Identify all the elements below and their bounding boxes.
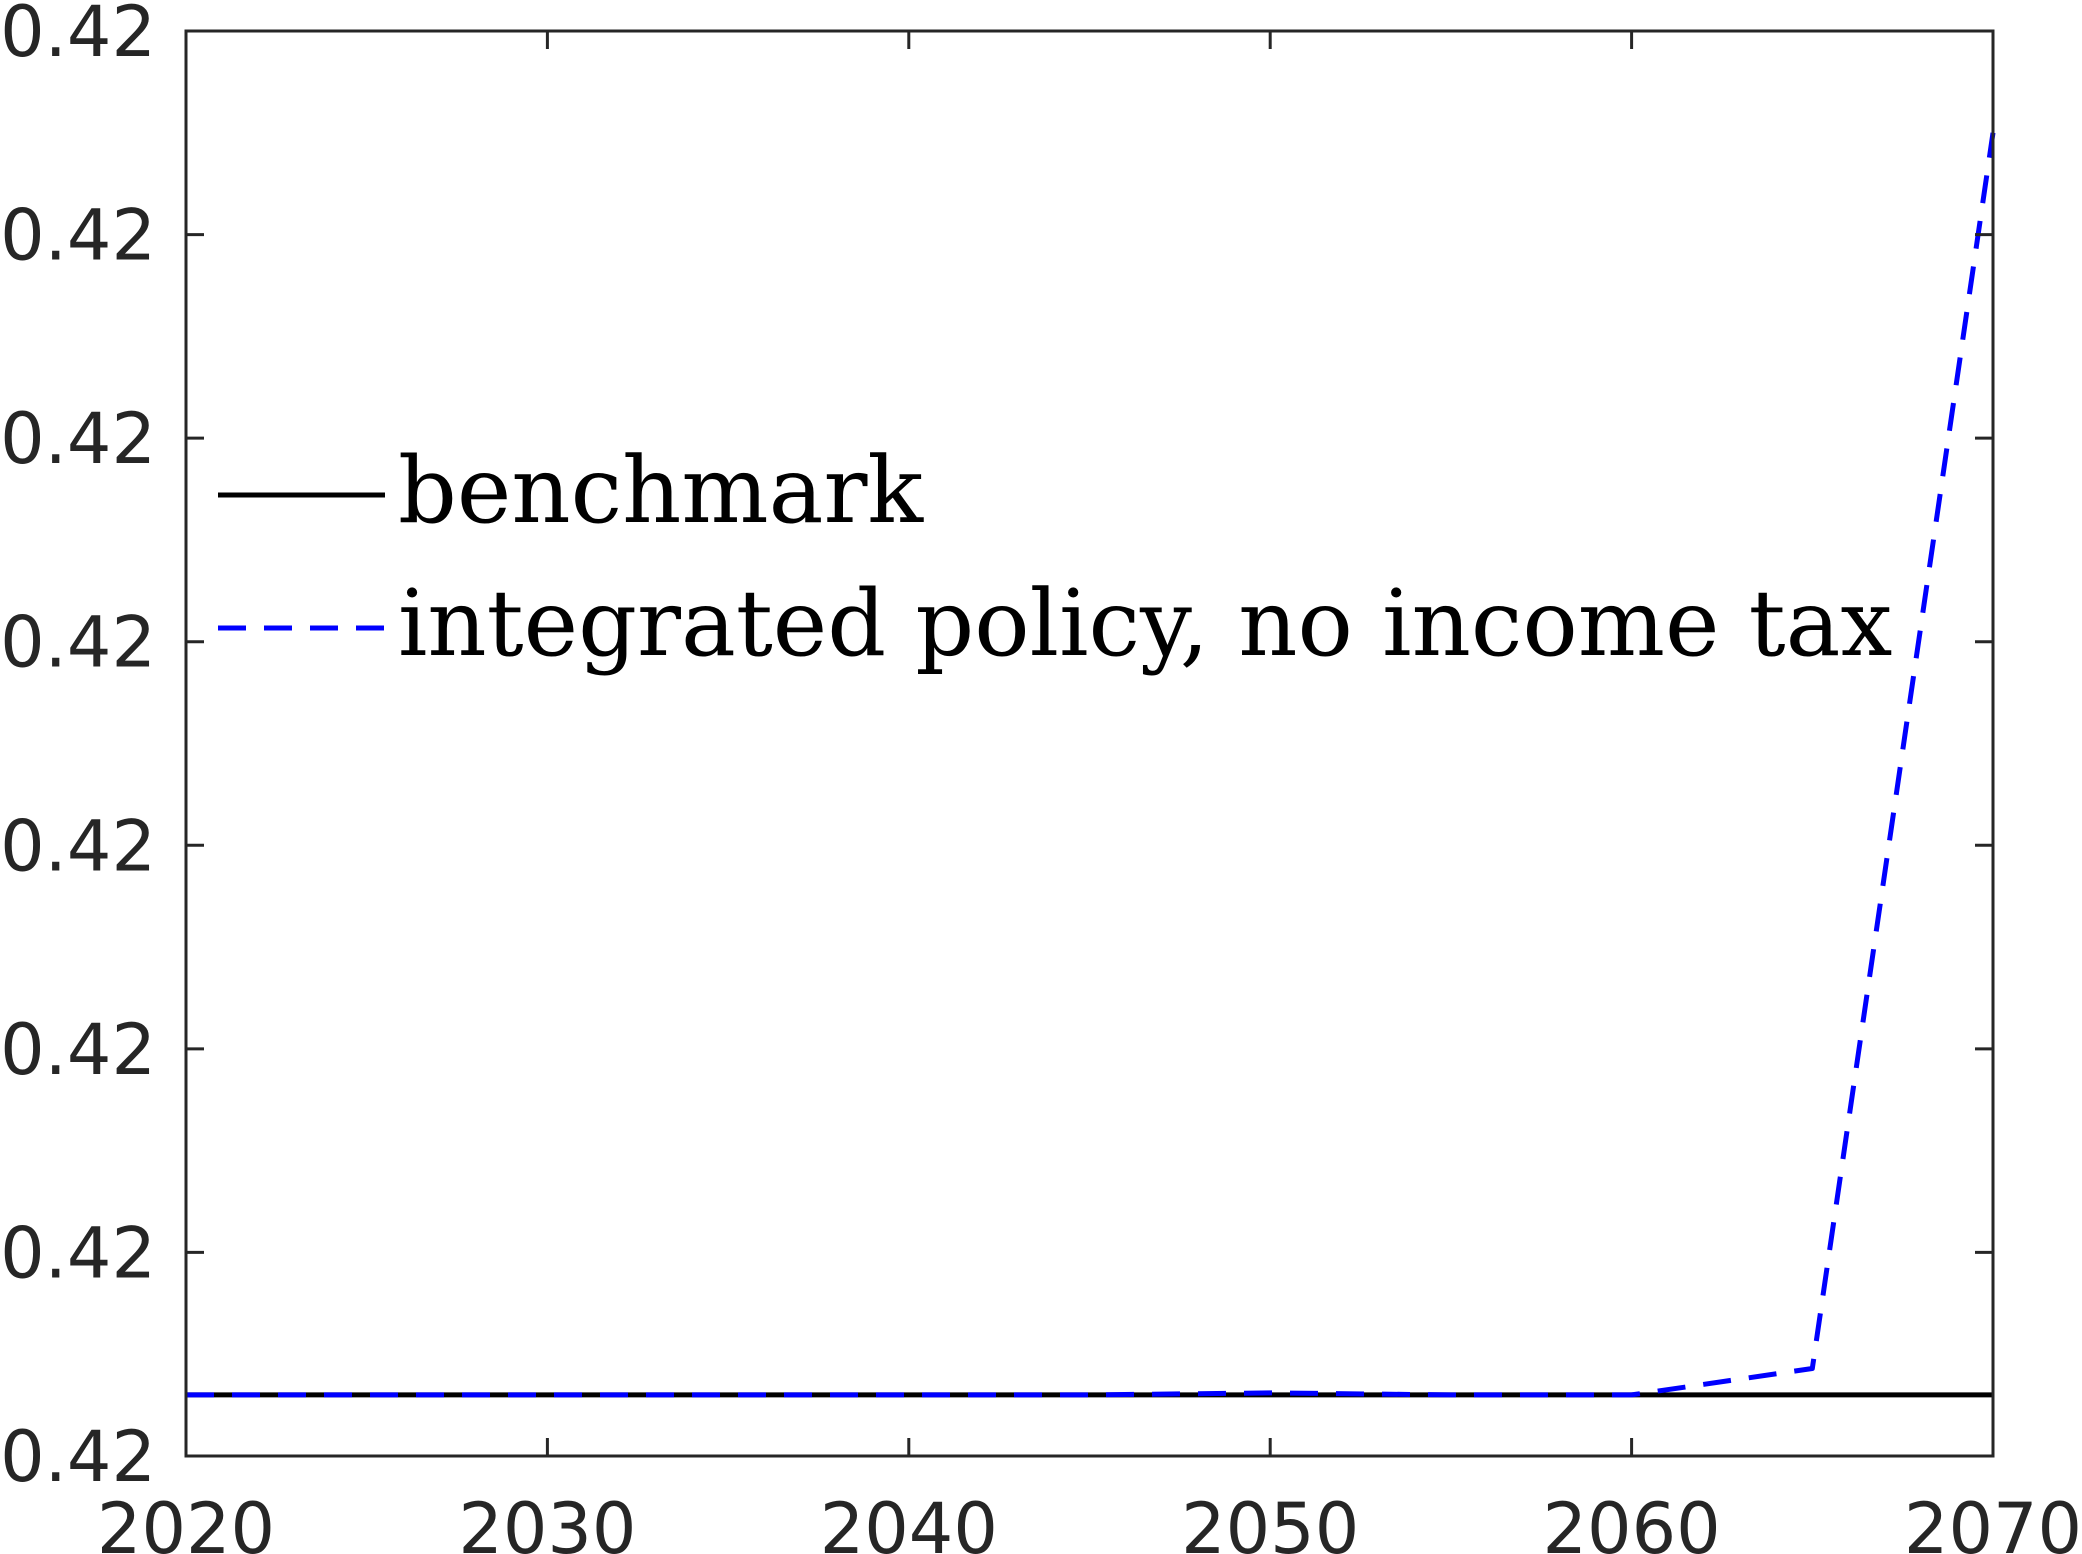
y-tick-label: 0.42 bbox=[0, 398, 156, 480]
y-tick-label: 0.42 bbox=[0, 1416, 156, 1498]
x-tick-label: 2030 bbox=[458, 1488, 636, 1554]
legend: benchmark integrated policy, no income ta… bbox=[218, 437, 1892, 677]
y-tick-label: 0.42 bbox=[0, 602, 156, 684]
x-tick-label: 2050 bbox=[1181, 1488, 1359, 1554]
y-tick-label: 0.42 bbox=[0, 1009, 156, 1091]
x-tick-label: 2040 bbox=[820, 1488, 998, 1554]
y-tick-label: 0.42 bbox=[0, 805, 156, 887]
y-tick-label: 0.42 bbox=[0, 1212, 156, 1294]
x-tick-label: 2020 bbox=[97, 1488, 275, 1554]
x-tick-label: 2070 bbox=[1904, 1488, 2082, 1554]
y-tick-label: 0.42 bbox=[0, 0, 156, 73]
legend-label-integrated-policy: integrated policy, no income tax bbox=[398, 570, 1892, 677]
x-tick-label: 2060 bbox=[1543, 1488, 1721, 1554]
legend-label-benchmark: benchmark bbox=[398, 437, 924, 544]
series-line-integrated-policy bbox=[186, 132, 1996, 1398]
series-layer bbox=[186, 132, 1996, 1398]
y-tick-label: 0.42 bbox=[0, 195, 156, 277]
plot-frame bbox=[184, 29, 1995, 1458]
